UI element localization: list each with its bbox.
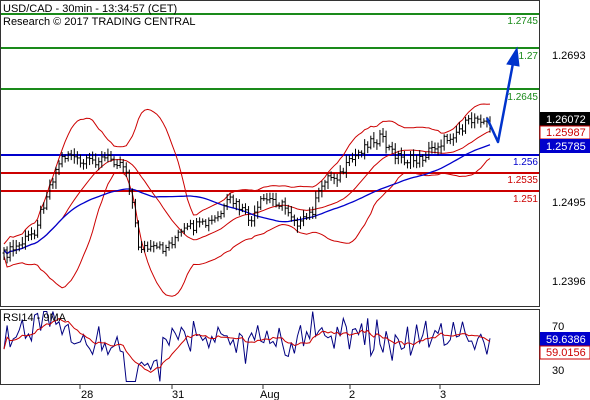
- bollinger-lower-line: [3, 158, 491, 297]
- level-label-5: 1.2535: [507, 175, 538, 186]
- level-label-6: 1.251: [513, 194, 538, 205]
- x-axis: 28 31 Aug 2 3: [79, 385, 446, 400]
- x-tick-3: Aug: [260, 389, 280, 400]
- y-tick-3: 1.2495: [552, 197, 586, 209]
- level-label-4: 1.256: [513, 157, 538, 168]
- tag-upper-band-text: 1.25987: [546, 127, 586, 139]
- chart-title: USD/CAD - 30min - 13:34:57 (CET): [3, 3, 177, 15]
- forecast-arrow: [485, 46, 520, 144]
- level-label-1: 1.2745: [507, 16, 538, 27]
- tag-last-price: [540, 112, 590, 126]
- rsi-title: RSI14 - 9MA: [3, 312, 67, 324]
- tag-rsi-ma: [539, 345, 590, 360]
- tag-rsi-ma-text: 59.0156: [546, 347, 586, 359]
- tag-last-price-text: 1.26072: [546, 114, 586, 126]
- rsi-tick-30: 30: [552, 365, 564, 377]
- price-panel: [0, 0, 540, 307]
- bollinger-bands: [3, 103, 491, 297]
- x-tick-4: 2: [349, 389, 355, 400]
- level-label-2: 1.27: [519, 51, 539, 62]
- rsi-lines: [3, 311, 491, 382]
- tag-ma-text: 1.25785: [546, 141, 586, 153]
- level-label-3: 1.2645: [507, 92, 538, 103]
- tag-rsi-text: 59.6386: [546, 334, 586, 346]
- forecast-arrow-path: [485, 57, 516, 144]
- price-bars: [2, 112, 492, 264]
- y-tick-1: 1.2693: [552, 50, 586, 62]
- rsi-tick-70: 70: [552, 321, 564, 333]
- moving-averages: [3, 130, 491, 255]
- rsi-ma9-line: [3, 317, 491, 374]
- x-tick-1: 28: [81, 389, 93, 400]
- x-tick-5: 3: [440, 389, 446, 400]
- price-levels: [1, 13, 539, 192]
- tag-rsi: [540, 332, 590, 346]
- chart-subtitle: Research © 2017 TRADING CENTRAL: [3, 16, 196, 28]
- rsi-panel: [0, 309, 540, 385]
- forecast-arrowhead: [506, 46, 520, 67]
- bollinger-upper-line: [3, 103, 491, 245]
- tag-ma: [540, 139, 590, 153]
- x-tick-2: 31: [172, 389, 184, 400]
- ma-fast-line: [3, 130, 491, 255]
- y-tick-4: 1.2396: [552, 276, 586, 288]
- rsi14-line: [3, 311, 491, 382]
- ma-slow-line: [3, 144, 491, 255]
